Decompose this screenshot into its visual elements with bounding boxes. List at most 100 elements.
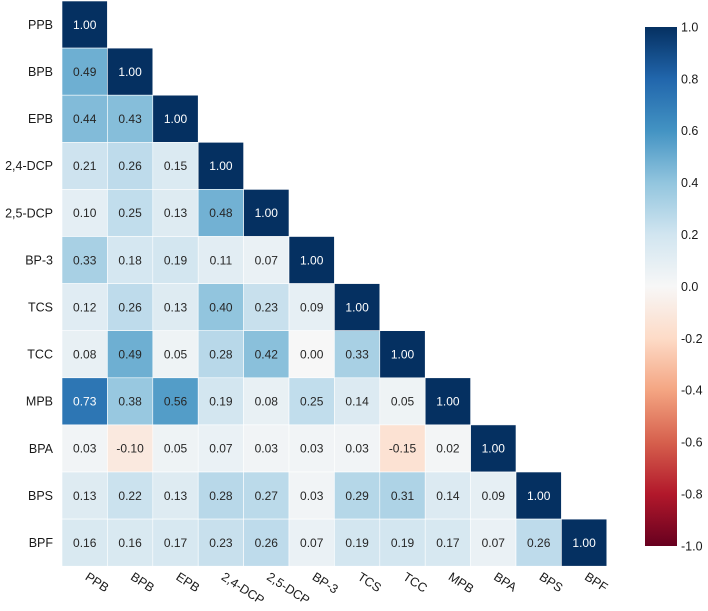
heatmap-cell [197, 142, 244, 190]
cell-value-label: 0.40 [209, 300, 233, 314]
heatmap-cell [288, 518, 335, 567]
x-tick-label: BP-3 [310, 570, 341, 597]
heatmap-cell [424, 518, 471, 567]
heatmap-cells [61, 0, 608, 567]
heatmap-cell [561, 518, 608, 567]
cell-value-label: 0.16 [73, 536, 97, 550]
heatmap-cell [243, 236, 290, 284]
colorbar-tick-labels: 1.0 0.8 0.6 0.4 0.2 0.0 -0.2 -0.4 -0.6 -0.8 -1.0 [681, 20, 703, 553]
heatmap-cell [152, 94, 199, 143]
cell-value-label: 0.07 [300, 536, 324, 550]
x-tick-label: BPF [582, 570, 610, 595]
heatmap-cell [515, 518, 562, 567]
cell-value-label: 0.14 [436, 489, 460, 503]
heatmap-cell [107, 283, 154, 332]
y-tick-label: TCS [28, 301, 53, 315]
heatmap-cell [152, 189, 199, 237]
cell-value-label: 0.26 [255, 536, 279, 550]
y-tick-label: 2,5-DCP [5, 206, 53, 220]
cell-value-label: 0.12 [73, 300, 97, 314]
cell-value-label: 0.28 [209, 489, 233, 503]
cell-value-label: -0.15 [389, 442, 417, 456]
x-tick-label: TCS [355, 570, 384, 595]
heatmap-cell [61, 424, 108, 473]
heatmap-cell [61, 0, 108, 49]
x-tick-label: 2,5-DCP [264, 570, 312, 608]
cell-value-label: 0.03 [300, 489, 324, 503]
cell-value-label: 1.00 [164, 112, 188, 126]
heatmap-cell [152, 236, 199, 284]
cell-value-label: 0.33 [73, 253, 97, 267]
cell-value-label: 0.05 [391, 395, 415, 409]
colorbar-tick-label: 0.8 [681, 72, 698, 86]
x-tick-label: BPS [537, 570, 566, 595]
cell-value-label: 0.09 [300, 300, 324, 314]
cell-value-label: 0.43 [118, 112, 142, 126]
cell-value-label: 1.00 [436, 395, 460, 409]
heatmap-cell [288, 283, 335, 332]
heatmap-cell [288, 471, 335, 520]
cell-value-label: 1.00 [482, 442, 506, 456]
cell-value-label: 1.00 [345, 300, 369, 314]
y-tick-label: BPS [28, 489, 53, 503]
heatmap-cell [288, 424, 335, 473]
heatmap-annotations: 1.00 0.49 1.00 0.44 0.43 1.00 0.21 0.26 0.15 1.00… [73, 18, 596, 550]
heatmap-cell [107, 518, 154, 567]
cell-value-label: 0.73 [73, 395, 97, 409]
y-axis-tick-labels: PPB BPB EPB 2,4-DCP 2,5-DCP BP-3 TCS TCC MPB BPA B… [5, 18, 54, 550]
cell-value-label: 0.03 [73, 442, 97, 456]
cell-value-label: 0.07 [482, 536, 506, 550]
colorbar-tick-label: 0.4 [681, 176, 698, 190]
heatmap-cell [243, 424, 290, 473]
x-tick-label: PPB [83, 570, 112, 595]
cell-value-label: 0.25 [118, 206, 142, 220]
heatmap-cell [288, 377, 335, 426]
cell-value-label: 0.07 [255, 253, 279, 267]
heatmap-cell [107, 236, 154, 284]
cell-value-label: 0.27 [255, 489, 279, 503]
colorbar-tick-label: 0.6 [681, 124, 698, 138]
heatmap-cell [334, 330, 381, 379]
heatmap-cell [61, 330, 108, 379]
cell-value-label: 0.10 [73, 206, 97, 220]
cell-value-label: 0.21 [73, 159, 97, 173]
y-tick-label: BPA [29, 442, 54, 456]
heatmap-cell [334, 518, 381, 567]
x-tick-label: TCC [400, 570, 429, 596]
cell-value-label: 1.00 [73, 18, 97, 32]
cell-value-label: 0.19 [345, 536, 369, 550]
heatmap-cell [197, 189, 244, 237]
heatmap-cell [107, 94, 154, 143]
cell-value-label: 0.19 [391, 536, 415, 550]
heatmap-cell [152, 330, 199, 379]
colorbar-tick-label: -0.8 [681, 487, 703, 501]
cell-value-label: 0.29 [345, 489, 369, 503]
cell-value-label: 0.05 [164, 347, 188, 361]
colorbar-tick-label: 1.0 [681, 20, 698, 34]
heatmap-cell [61, 47, 108, 96]
cell-value-label: 0.26 [118, 159, 142, 173]
heatmap-cell [288, 236, 335, 284]
cell-value-label: 1.00 [527, 489, 551, 503]
cell-value-label: 0.00 [300, 347, 324, 361]
cell-value-label: 0.44 [73, 112, 97, 126]
cell-value-label: 0.02 [436, 442, 460, 456]
cell-value-label: 0.07 [209, 442, 233, 456]
cell-value-label: 0.56 [164, 395, 188, 409]
cell-value-label: 1.00 [118, 65, 142, 79]
cell-value-label: 0.33 [345, 347, 369, 361]
heatmap-cell [107, 377, 154, 426]
heatmap-cell [107, 47, 154, 96]
cell-value-label: 0.11 [210, 253, 233, 267]
colorbar-tick-label: -0.6 [681, 436, 703, 450]
heatmap-cell [197, 236, 244, 284]
heatmap-cell [243, 518, 290, 567]
y-tick-label: 2,4-DCP [5, 159, 53, 173]
heatmap-cell [61, 377, 108, 426]
cell-value-label: 0.08 [73, 347, 97, 361]
cell-value-label: 0.13 [164, 489, 188, 503]
heatmap-cell [107, 142, 154, 190]
heatmap-cell [424, 471, 471, 520]
colorbar-tick-label: -0.2 [681, 332, 703, 346]
